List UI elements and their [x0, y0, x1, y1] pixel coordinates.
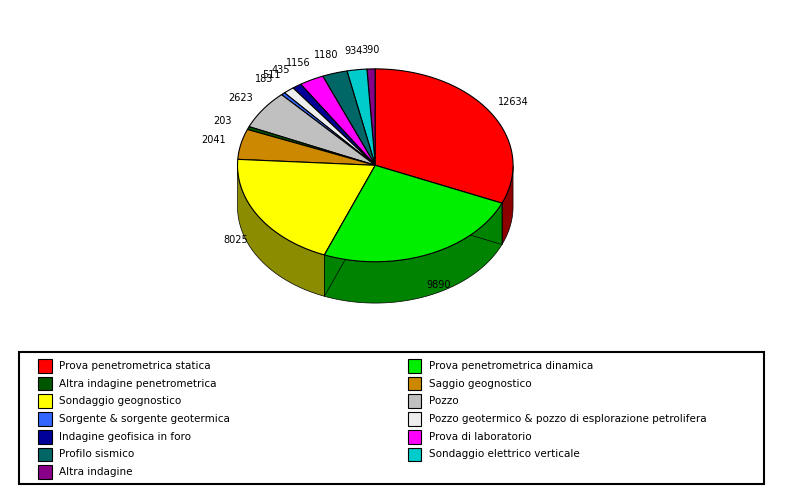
Bar: [407, 412, 421, 426]
Bar: [38, 395, 52, 408]
Text: Prova di laboratorio: Prova di laboratorio: [429, 431, 531, 442]
Bar: [407, 430, 421, 444]
Text: Pozzo geotermico & pozzo di esplorazione petrolifera: Pozzo geotermico & pozzo di esplorazione…: [429, 414, 706, 424]
Text: Prova penetrometrica statica: Prova penetrometrica statica: [60, 361, 211, 371]
Polygon shape: [324, 165, 375, 296]
Text: Sondaggio elettrico verticale: Sondaggio elettrico verticale: [429, 449, 579, 460]
Text: 934: 934: [344, 46, 363, 56]
Text: 435: 435: [272, 65, 290, 75]
Text: Pozzo: Pozzo: [429, 396, 458, 406]
Polygon shape: [324, 203, 502, 303]
Bar: [407, 448, 421, 461]
Text: 1156: 1156: [287, 58, 311, 68]
Text: Indagine geofisica in foro: Indagine geofisica in foro: [60, 431, 192, 442]
Polygon shape: [375, 165, 502, 245]
Bar: [38, 377, 52, 391]
Text: Profilo sismico: Profilo sismico: [60, 449, 135, 460]
Polygon shape: [375, 165, 502, 245]
Text: Sorgente & sorgente geotermica: Sorgente & sorgente geotermica: [60, 414, 230, 424]
Bar: [38, 412, 52, 426]
Text: Saggio geognostico: Saggio geognostico: [429, 378, 531, 389]
Polygon shape: [324, 165, 375, 296]
Bar: [407, 359, 421, 373]
Bar: [38, 359, 52, 373]
Text: 511: 511: [262, 70, 280, 80]
Bar: [38, 448, 52, 461]
Text: 9890: 9890: [426, 279, 451, 290]
Polygon shape: [238, 165, 324, 296]
Text: 390: 390: [361, 45, 379, 55]
Text: Altra indagine penetrometrica: Altra indagine penetrometrica: [60, 378, 217, 389]
Bar: [38, 465, 52, 479]
Text: 8025: 8025: [223, 235, 248, 245]
Polygon shape: [323, 71, 375, 165]
Polygon shape: [347, 69, 375, 165]
Polygon shape: [238, 159, 375, 255]
Text: 1180: 1180: [314, 50, 339, 60]
Text: 2041: 2041: [202, 135, 226, 145]
Text: Altra indagine: Altra indagine: [60, 467, 133, 477]
Polygon shape: [282, 93, 375, 165]
Text: Sondaggio geognostico: Sondaggio geognostico: [60, 396, 181, 406]
Text: Prova penetrometrica dinamica: Prova penetrometrica dinamica: [429, 361, 593, 371]
Polygon shape: [284, 88, 375, 165]
Text: 183: 183: [255, 74, 274, 85]
Polygon shape: [324, 165, 502, 262]
Polygon shape: [247, 126, 375, 165]
Polygon shape: [293, 84, 375, 165]
Polygon shape: [301, 76, 375, 165]
Polygon shape: [367, 69, 375, 165]
Bar: [407, 377, 421, 391]
Bar: [38, 430, 52, 444]
Bar: [407, 395, 421, 408]
Text: 2623: 2623: [228, 93, 253, 103]
Text: 12634: 12634: [498, 96, 528, 107]
Polygon shape: [238, 129, 375, 165]
Polygon shape: [249, 94, 375, 165]
Text: 203: 203: [214, 116, 232, 125]
Polygon shape: [375, 69, 513, 203]
Polygon shape: [502, 166, 513, 245]
FancyBboxPatch shape: [20, 352, 764, 484]
